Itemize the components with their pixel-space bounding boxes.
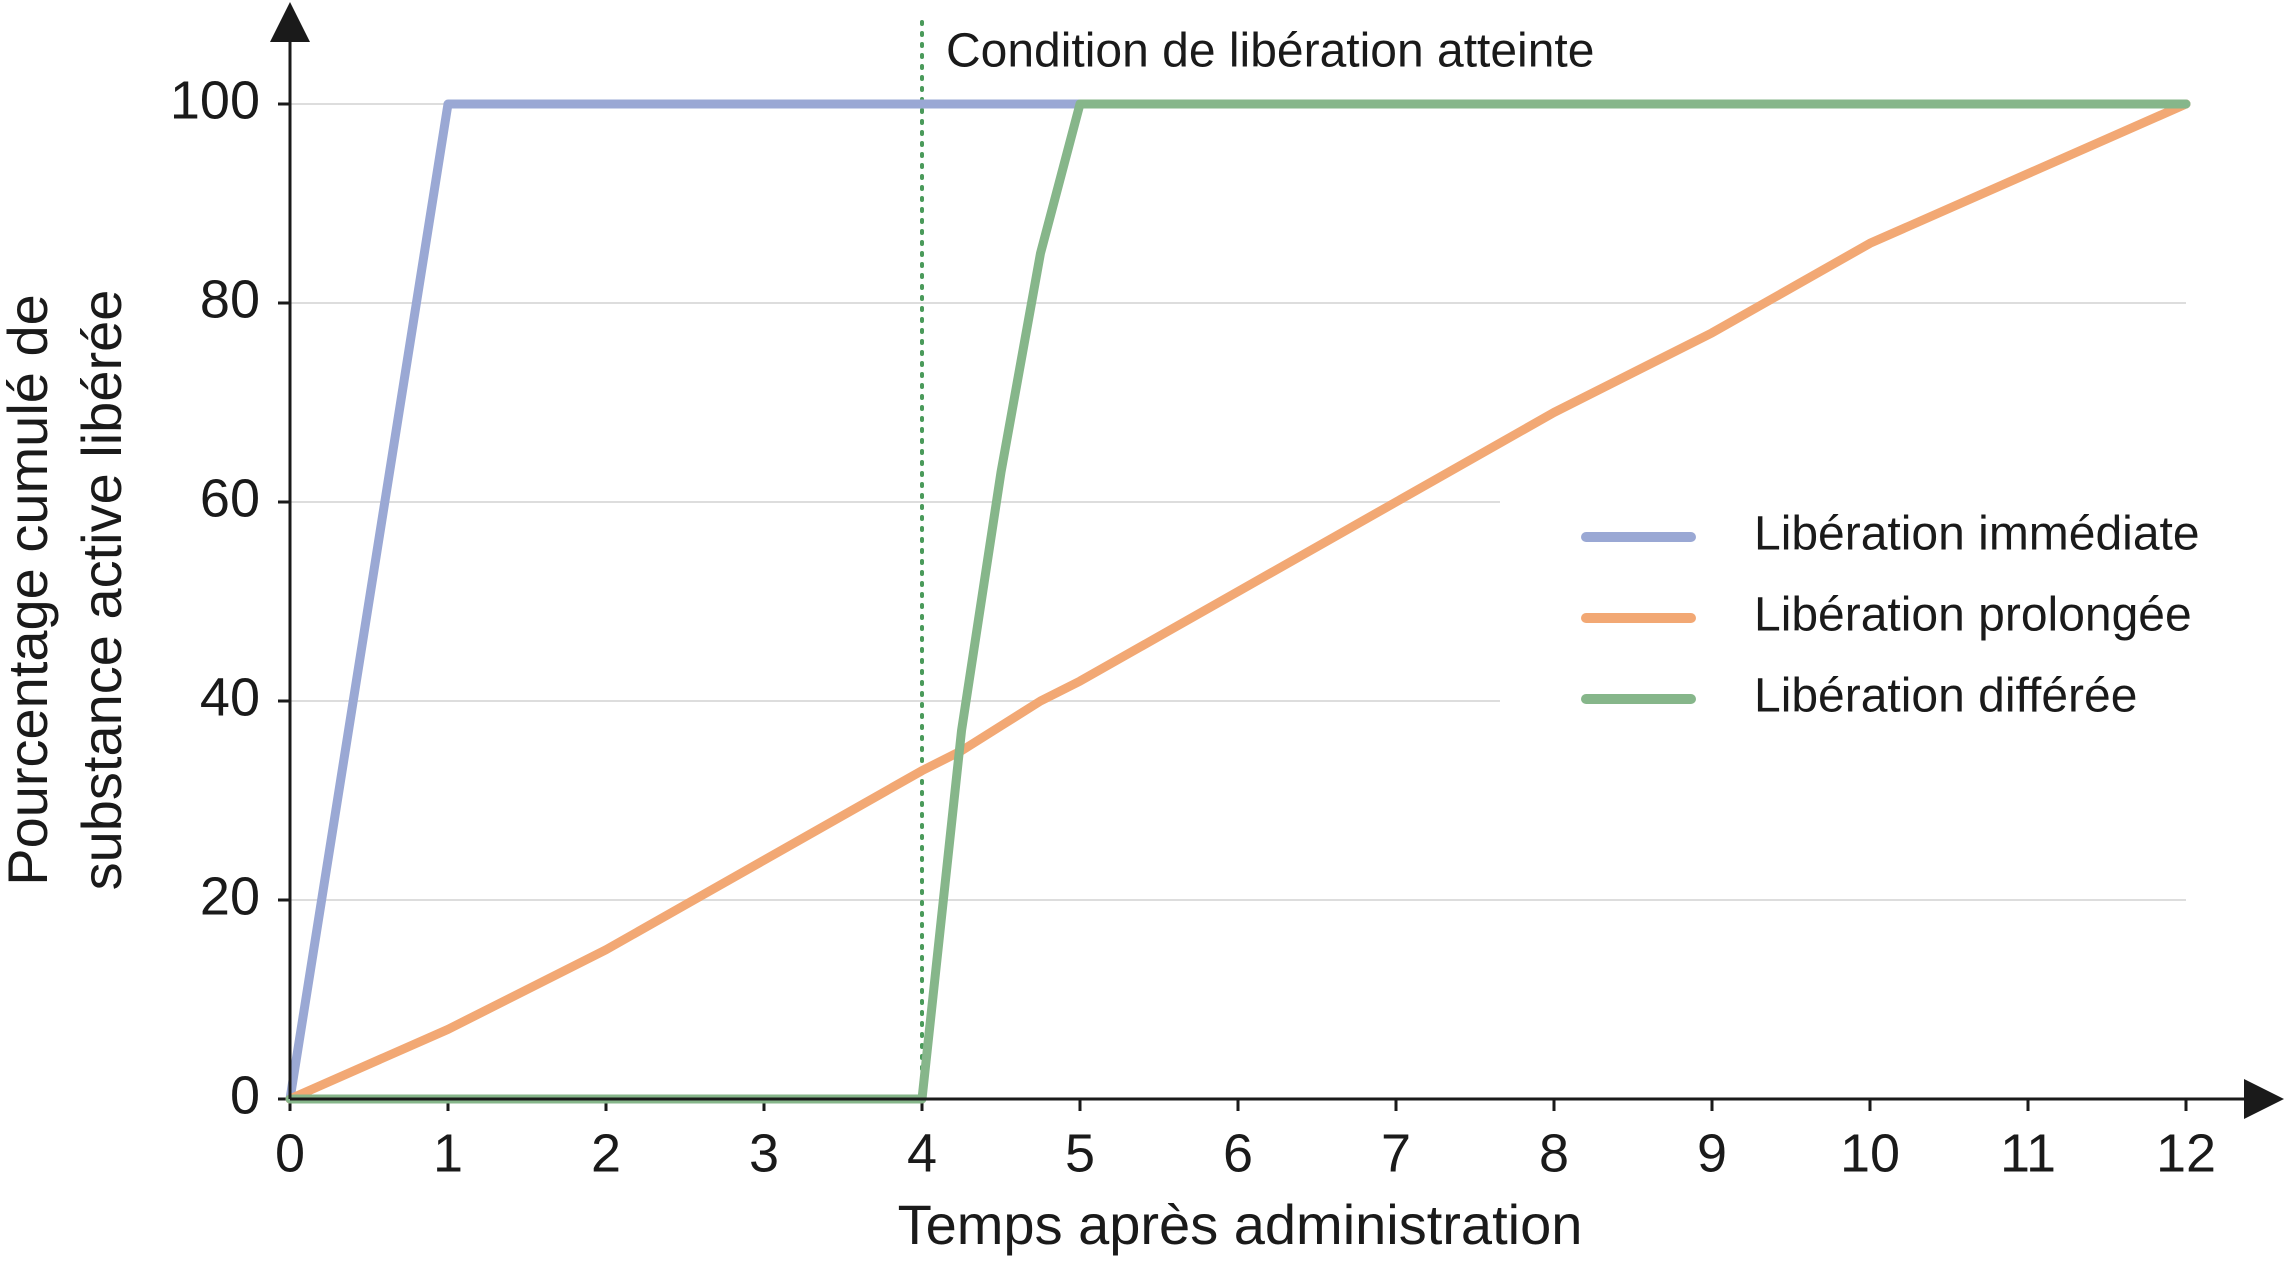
y-tick-label: 40 — [200, 667, 260, 727]
y-tick-label: 60 — [200, 468, 260, 528]
y-tick-label: 0 — [230, 1065, 260, 1125]
x-tick-label: 6 — [1223, 1123, 1253, 1183]
legend-label: Libération prolongée — [1754, 589, 2192, 642]
x-tick-label: 9 — [1697, 1123, 1727, 1183]
y-tick-label: 80 — [200, 269, 260, 329]
x-tick-label: 7 — [1381, 1123, 1411, 1183]
legend-label: Libération différée — [1754, 670, 2137, 723]
x-tick-label: 0 — [275, 1123, 305, 1183]
x-axis-label: Temps après administration — [898, 1193, 1583, 1256]
legend-label: Libération immédiate — [1754, 508, 2200, 561]
x-tick-label: 12 — [2156, 1123, 2216, 1183]
x-tick-label: 8 — [1539, 1123, 1569, 1183]
y-axis-label: Pourcentage cumulé de — [0, 294, 59, 886]
x-tick-label: 11 — [2000, 1123, 2056, 1183]
x-tick-label: 10 — [1840, 1123, 1900, 1183]
x-axis-arrow — [2244, 1079, 2284, 1119]
x-tick-label: 4 — [907, 1123, 937, 1183]
x-tick-label: 1 — [433, 1123, 463, 1183]
x-tick-label: 3 — [749, 1123, 779, 1183]
condition-label: Condition de libération atteinte — [946, 25, 1594, 78]
y-tick-label: 20 — [200, 866, 260, 926]
x-tick-label: 5 — [1065, 1123, 1095, 1183]
series-line — [285, 99, 2191, 1104]
y-tick-label: 100 — [170, 70, 260, 130]
x-tick-label: 2 — [591, 1123, 621, 1183]
y-axis-label: substance active libérée — [70, 290, 133, 891]
y-axis-arrow — [270, 2, 310, 42]
